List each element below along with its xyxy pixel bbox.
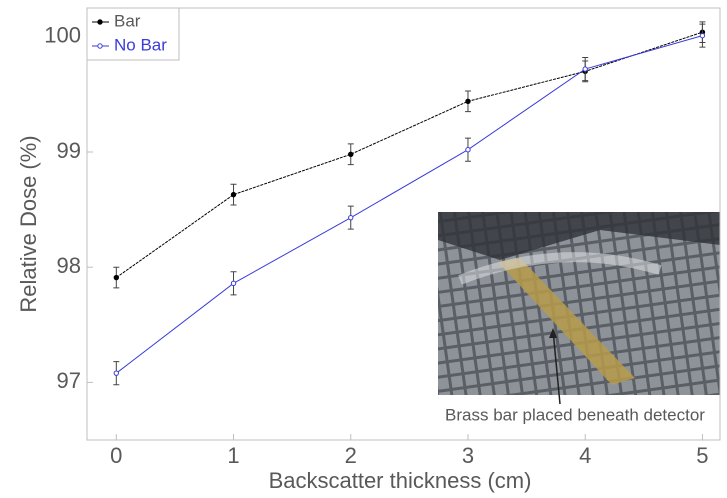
y-tick-label: 100 (44, 23, 81, 48)
y-tick-label: 99 (57, 138, 81, 163)
point (582, 66, 588, 72)
x-axis-title: Backscatter thickness (cm) (269, 468, 532, 493)
arrow-head (549, 328, 557, 338)
series-line (116, 35, 703, 374)
annotation-arrow (552, 329, 561, 405)
point (465, 146, 471, 153)
x-tick-label: 2 (345, 443, 357, 468)
point (348, 214, 354, 221)
x-tick-label: 1 (227, 443, 239, 468)
y-axis-title: Relative Dose (%) (16, 135, 41, 312)
point (113, 370, 120, 376)
x-tick-label: 0 (110, 443, 122, 468)
inset-photo (438, 212, 720, 395)
point (113, 274, 120, 281)
legend-marker (97, 43, 103, 49)
y-tick-label: 97 (57, 368, 81, 393)
legend-label: Bar (114, 11, 141, 30)
point (230, 280, 237, 287)
legend-marker (97, 19, 103, 25)
x-tick-label: 4 (579, 443, 591, 468)
point (348, 151, 354, 158)
x-tick-label: 5 (696, 443, 708, 468)
point (465, 98, 471, 105)
annotation: Brass bar placed beneath detector (445, 405, 705, 424)
plot-frame (86, 7, 721, 441)
legend-label: No Bar (114, 35, 167, 54)
x-tick-label: 3 (462, 443, 474, 468)
series-line (116, 31, 703, 278)
point (699, 32, 706, 39)
legend-box (86, 7, 180, 61)
point (230, 191, 237, 198)
y-tick-label: 98 (57, 253, 81, 278)
